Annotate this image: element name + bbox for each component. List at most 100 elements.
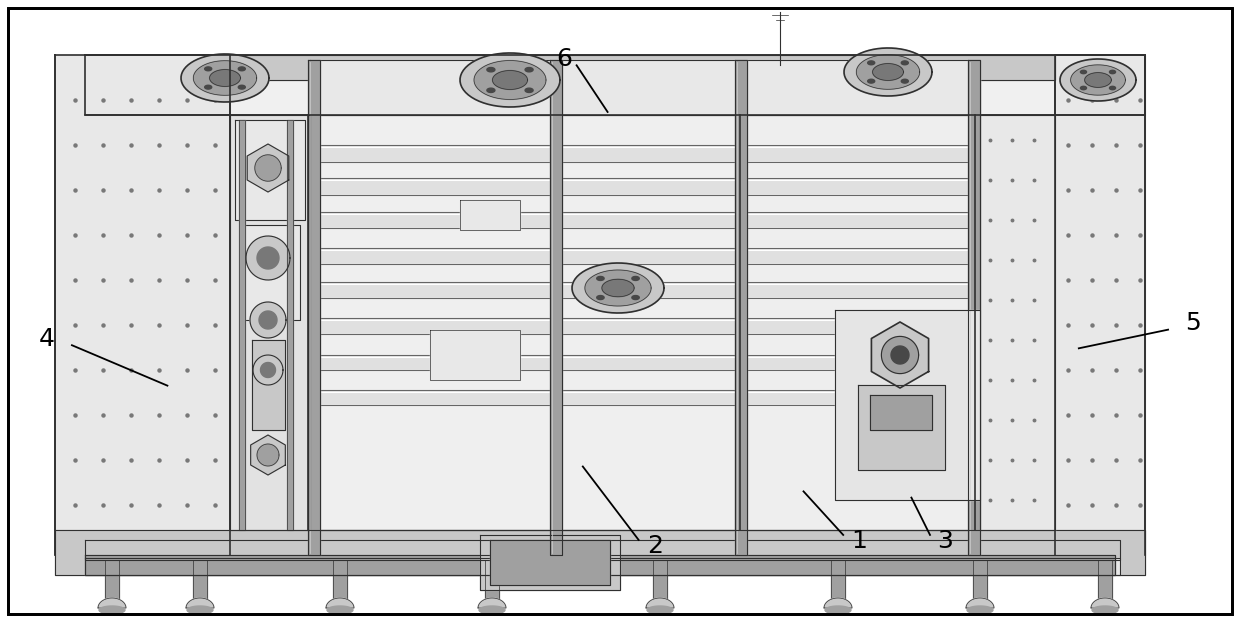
Text: 4: 4 xyxy=(40,327,55,351)
Polygon shape xyxy=(238,85,246,89)
Polygon shape xyxy=(1097,560,1112,600)
Polygon shape xyxy=(310,178,980,195)
Polygon shape xyxy=(310,212,980,228)
Polygon shape xyxy=(901,79,909,83)
Polygon shape xyxy=(735,60,746,555)
Polygon shape xyxy=(551,60,562,555)
Polygon shape xyxy=(966,598,994,608)
Polygon shape xyxy=(186,598,215,608)
Polygon shape xyxy=(872,322,929,388)
Polygon shape xyxy=(210,70,241,86)
Polygon shape xyxy=(868,79,874,83)
Text: 1: 1 xyxy=(852,529,867,553)
Polygon shape xyxy=(831,560,844,600)
Polygon shape xyxy=(1110,86,1116,90)
Polygon shape xyxy=(310,248,980,264)
Text: 5: 5 xyxy=(1185,312,1200,335)
Polygon shape xyxy=(236,120,305,220)
Polygon shape xyxy=(310,390,980,405)
Polygon shape xyxy=(585,270,651,306)
Polygon shape xyxy=(1091,598,1118,608)
Polygon shape xyxy=(430,330,520,380)
Polygon shape xyxy=(239,120,246,530)
Polygon shape xyxy=(193,61,257,95)
Polygon shape xyxy=(259,311,277,329)
Polygon shape xyxy=(479,606,505,614)
Polygon shape xyxy=(525,68,533,72)
Text: 3: 3 xyxy=(937,529,952,553)
Polygon shape xyxy=(653,560,667,600)
Polygon shape xyxy=(310,145,980,162)
Polygon shape xyxy=(105,560,119,600)
Polygon shape xyxy=(601,279,634,297)
Polygon shape xyxy=(205,85,212,89)
Polygon shape xyxy=(980,115,1055,530)
Polygon shape xyxy=(257,247,279,269)
Polygon shape xyxy=(1070,65,1126,95)
Polygon shape xyxy=(480,535,620,590)
Polygon shape xyxy=(310,212,980,228)
Polygon shape xyxy=(308,60,320,555)
Polygon shape xyxy=(253,355,283,385)
Polygon shape xyxy=(873,63,904,80)
Polygon shape xyxy=(485,560,498,600)
Polygon shape xyxy=(825,598,852,608)
Polygon shape xyxy=(632,295,640,300)
Text: 2: 2 xyxy=(647,534,662,558)
Polygon shape xyxy=(460,53,560,107)
Polygon shape xyxy=(596,295,604,300)
Polygon shape xyxy=(492,70,527,90)
Polygon shape xyxy=(310,390,980,405)
Polygon shape xyxy=(310,318,980,334)
Polygon shape xyxy=(632,276,640,281)
Polygon shape xyxy=(844,48,932,96)
Polygon shape xyxy=(86,558,1120,575)
Polygon shape xyxy=(55,55,229,555)
Polygon shape xyxy=(205,67,212,71)
Polygon shape xyxy=(310,355,980,370)
Polygon shape xyxy=(310,318,980,334)
Polygon shape xyxy=(460,200,520,230)
Polygon shape xyxy=(250,435,285,475)
Polygon shape xyxy=(99,606,125,614)
Polygon shape xyxy=(572,263,663,313)
Polygon shape xyxy=(310,178,980,195)
Polygon shape xyxy=(1080,86,1086,90)
Polygon shape xyxy=(1080,70,1086,73)
Polygon shape xyxy=(835,310,980,500)
Polygon shape xyxy=(310,282,980,298)
Polygon shape xyxy=(246,236,290,280)
Polygon shape xyxy=(968,60,980,555)
Polygon shape xyxy=(187,606,213,614)
Polygon shape xyxy=(310,145,980,162)
Polygon shape xyxy=(858,385,945,470)
Polygon shape xyxy=(98,598,126,608)
Polygon shape xyxy=(1055,55,1145,555)
Polygon shape xyxy=(310,355,980,370)
Polygon shape xyxy=(870,395,932,430)
Polygon shape xyxy=(229,55,1055,80)
Text: 6: 6 xyxy=(557,47,572,71)
Polygon shape xyxy=(260,363,275,378)
Polygon shape xyxy=(646,598,675,608)
Polygon shape xyxy=(735,115,980,530)
Polygon shape xyxy=(647,606,673,614)
Polygon shape xyxy=(882,337,919,374)
Polygon shape xyxy=(868,61,874,65)
Polygon shape xyxy=(250,302,286,338)
Polygon shape xyxy=(525,88,533,93)
Polygon shape xyxy=(229,115,310,530)
Polygon shape xyxy=(1085,73,1111,87)
Polygon shape xyxy=(310,282,980,298)
Polygon shape xyxy=(1060,59,1136,101)
Polygon shape xyxy=(310,248,980,264)
Polygon shape xyxy=(247,144,289,192)
Polygon shape xyxy=(286,120,293,530)
Polygon shape xyxy=(86,540,1120,560)
Polygon shape xyxy=(86,55,1145,115)
Polygon shape xyxy=(86,555,1115,575)
Polygon shape xyxy=(241,225,300,320)
Polygon shape xyxy=(596,276,604,281)
Polygon shape xyxy=(310,60,980,115)
Polygon shape xyxy=(229,115,1055,555)
